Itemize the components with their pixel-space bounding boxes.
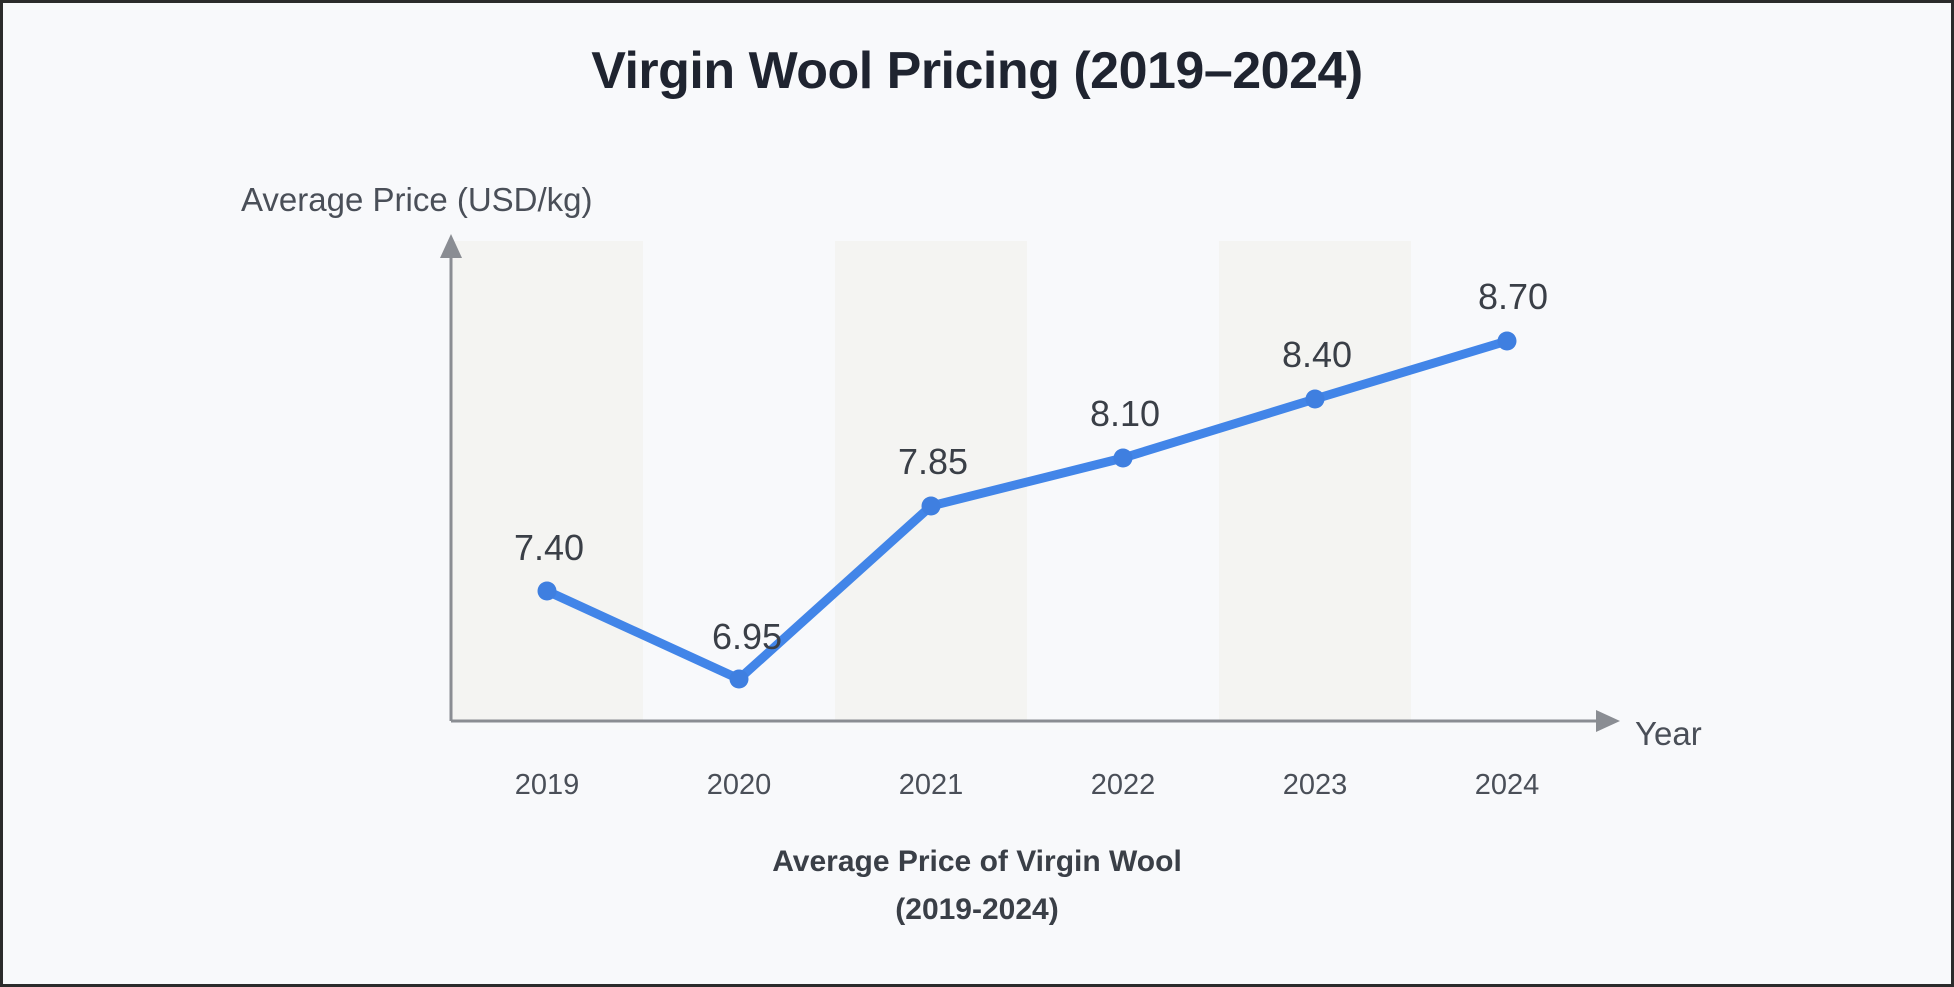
plot-area [451, 241, 1603, 721]
x-tick-2023: 2023 [1282, 769, 1348, 801]
x-tick-2022: 2022 [1090, 769, 1156, 801]
x-tick-2020: 2020 [706, 769, 772, 801]
x-tick-2019: 2019 [514, 769, 580, 801]
x-tick-2024: 2024 [1474, 769, 1540, 801]
data-label-2022: 8.10 [1089, 393, 1161, 434]
chart-caption: Average Price of Virgin Wool (2019-2024) [3, 838, 1951, 934]
data-label-2024: 8.70 [1477, 276, 1549, 317]
page-title: Virgin Wool Pricing (2019–2024) [591, 42, 1363, 100]
x-tick-2021: 2021 [898, 769, 964, 801]
data-label-2019: 7.40 [513, 527, 585, 568]
y-axis-title: Average Price (USD/kg) [241, 181, 593, 218]
band-2019 [451, 241, 643, 721]
band-2023 [1219, 241, 1411, 721]
caption-line-2: (2019-2024) [895, 893, 1059, 926]
data-label-2023: 8.40 [1281, 334, 1353, 375]
caption-line-1: Average Price of Virgin Wool [772, 845, 1182, 878]
data-label-2021: 7.85 [897, 441, 969, 482]
x-axis-title: Year [1635, 715, 1702, 752]
data-label-2020: 6.95 [711, 616, 783, 657]
